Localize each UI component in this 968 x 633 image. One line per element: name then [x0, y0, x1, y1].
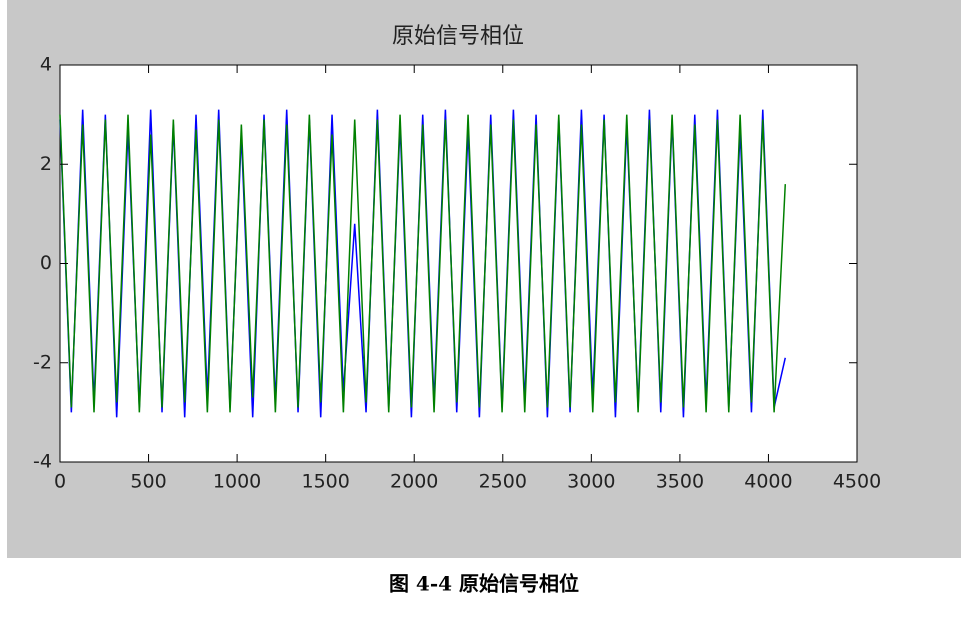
x-tick-label: 2000 — [390, 471, 438, 493]
y-tick-label: -4 — [33, 451, 52, 473]
x-tick-label: 3000 — [567, 471, 615, 493]
y-tick-label: 2 — [40, 153, 52, 175]
x-tick-label: 4500 — [833, 471, 881, 493]
x-tick-label: 1500 — [301, 471, 349, 493]
x-tick-label: 500 — [130, 471, 166, 493]
chart-title: 原始信号相位 — [392, 24, 524, 49]
x-tick-label: 2500 — [479, 471, 527, 493]
caption: 图 4-4 原始信号相位 — [389, 572, 579, 596]
axes-box — [59, 64, 858, 463]
x-tick-label: 1000 — [213, 471, 261, 493]
data-line — [59, 114, 787, 413]
x-tick-label: 4000 — [744, 471, 792, 493]
x-tick-label: 3500 — [656, 471, 704, 493]
y-tick-label: 0 — [40, 252, 52, 274]
y-tick-label: 4 — [40, 54, 52, 76]
x-tick-label: 0 — [54, 471, 66, 493]
y-tick-label: -2 — [33, 351, 52, 373]
